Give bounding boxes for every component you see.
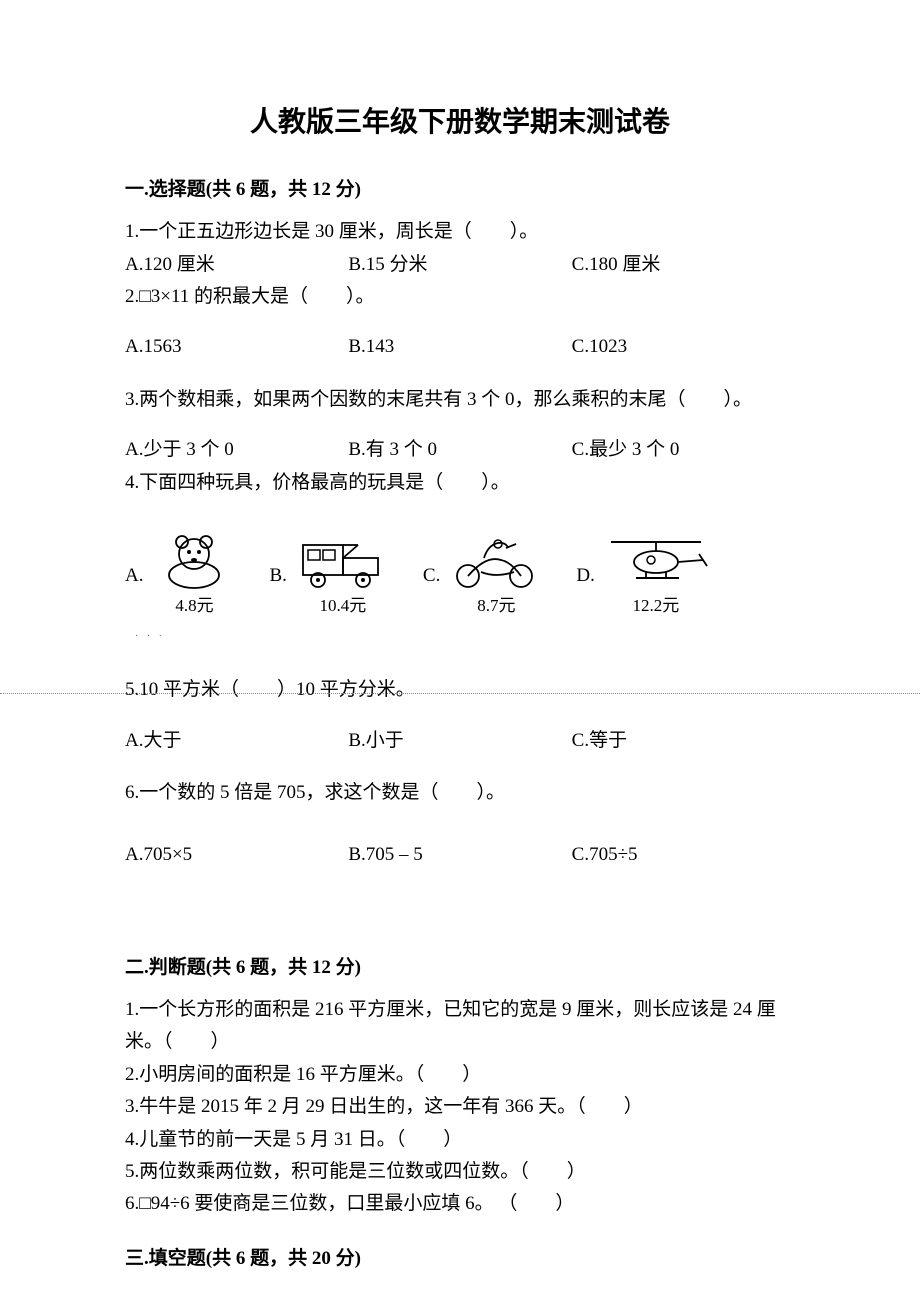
scooter-toy-icon <box>446 530 546 590</box>
q6-text: 6.一个数的 5 倍是 705，求这个数是（ ）。 <box>125 778 795 808</box>
toy-d: D. 12.2元 <box>576 530 740 619</box>
q2-opt-b: B.143 <box>348 332 571 362</box>
s2-q1b: 米。（ ） <box>125 1027 795 1057</box>
toy-c-price: 8.7元 <box>477 592 515 619</box>
q5-opt-a: A.大于 <box>125 726 348 756</box>
toy-c-label: C. <box>423 561 440 591</box>
s2-q5: 5.两位数乘两位数，积可能是三位数或四位数。（ ） <box>125 1157 795 1187</box>
dotted-divider <box>0 693 920 694</box>
q1-text: 1.一个正五边形边长是 30 厘米，周长是（ ）。 <box>125 217 795 247</box>
toy-b: B. 10.4元 <box>269 530 422 619</box>
s2-q2: 2.小明房间的面积是 16 平方厘米。（ ） <box>125 1060 795 1090</box>
q5-text: 5.10 平方米（ ）10 平方分米。 <box>125 675 795 705</box>
q3-text: 3.两个数相乘，如果两个因数的末尾共有 3 个 0，那么乘积的末尾（ ）。 <box>125 385 795 415</box>
q1-opt-c: C.180 厘米 <box>572 250 795 280</box>
q2-text: 2.□3×11 的积最大是（ ）。 <box>125 282 795 312</box>
toy-d-label: D. <box>576 561 594 591</box>
q1-opt-a: A.120 厘米 <box>125 250 348 280</box>
q1-opt-b: B.15 分米 <box>348 250 571 280</box>
q5-options: A.大于 B.小于 C.等于 <box>125 726 795 756</box>
q6-opt-a: A.705×5 <box>125 840 348 870</box>
q4-text: 4.下面四种玩具，价格最高的玩具是（ ）。 <box>125 468 795 498</box>
q2-opt-a: A.1563 <box>125 332 348 362</box>
toy-d-price: 12.2元 <box>632 592 679 619</box>
q3-opt-a: A.少于 3 个 0 <box>125 435 348 465</box>
section2-header: 二.判断题(共 6 题，共 12 分) <box>125 953 795 983</box>
page-title: 人教版三年级下册数学期末测试卷 <box>125 100 795 145</box>
section1-header: 一.选择题(共 6 题，共 12 分) <box>125 175 795 205</box>
tiny-dots: · · · <box>135 629 795 645</box>
q5-opt-c: C.等于 <box>572 726 795 756</box>
q6-options: A.705×5 B.705 – 5 C.705÷5 <box>125 840 795 870</box>
s2-q4: 4.儿童节的前一天是 5 月 31 日。（ ） <box>125 1125 795 1155</box>
section3-header: 三.填空题(共 6 题，共 20 分) <box>125 1244 795 1274</box>
s2-q6: 6.□94÷6 要使商是三位数，口里最小应填 6。 （ ） <box>125 1189 795 1219</box>
q3-opt-b: B.有 3 个 0 <box>348 435 571 465</box>
toy-row: A. 4.8元 B. <box>125 530 795 619</box>
toy-b-price: 10.4元 <box>320 592 367 619</box>
q5-opt-b: B.小于 <box>348 726 571 756</box>
s2-q3: 3.牛牛是 2015 年 2 月 29 日出生的，这一年有 366 天。（ ） <box>125 1092 795 1122</box>
bear-toy-icon <box>149 530 239 590</box>
toy-a-price: 4.8元 <box>175 592 213 619</box>
toy-a: A. 4.8元 <box>125 530 269 619</box>
helicopter-toy-icon <box>601 530 711 590</box>
q2-options: A.1563 B.143 C.1023 <box>125 332 795 362</box>
toy-c: C. 8.7元 <box>423 530 576 619</box>
q6-opt-c: C.705÷5 <box>572 840 795 870</box>
q1-options: A.120 厘米 B.15 分米 C.180 厘米 <box>125 250 795 280</box>
q6-opt-b: B.705 – 5 <box>348 840 571 870</box>
truck-toy-icon <box>293 530 393 590</box>
toy-b-label: B. <box>269 561 286 591</box>
toy-a-label: A. <box>125 561 143 591</box>
q3-options: A.少于 3 个 0 B.有 3 个 0 C.最少 3 个 0 <box>125 435 795 465</box>
q3-opt-c: C.最少 3 个 0 <box>572 435 795 465</box>
q2-opt-c: C.1023 <box>572 332 795 362</box>
s2-q1a: 1.一个长方形的面积是 216 平方厘米，已知它的宽是 9 厘米，则长应该是 2… <box>125 995 795 1025</box>
